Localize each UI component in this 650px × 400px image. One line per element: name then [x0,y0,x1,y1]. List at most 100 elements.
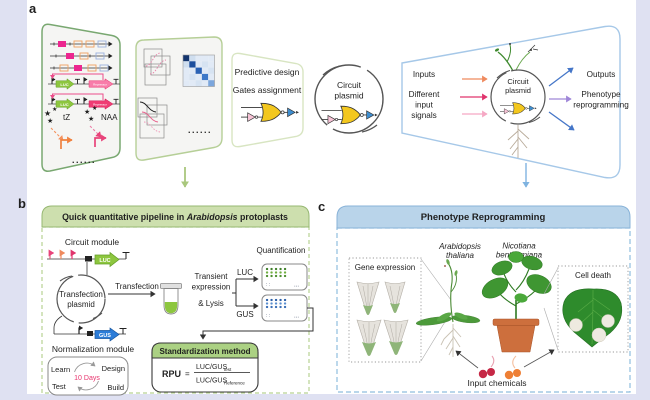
transient-expression-label: Transient [194,272,228,281]
gates-assignment-label: Gates assignment [233,85,302,95]
plasmid-overlap-arc [322,65,341,76]
lysis-label: & Lysis [198,299,224,308]
build-label: Build [107,383,124,392]
dbtl-cycle: Learn Design Test Build 10 Days [47,356,129,396]
transfection-plasmid-label: Transfection [59,290,103,299]
arabidopsis-label: Arabidopsis [438,242,481,251]
plant-roots-icon [507,125,530,158]
circuit-plasmid-label: Circuit [337,80,362,90]
different-input-signals-label: signals [411,111,437,120]
red-chemical-icon [478,355,495,379]
luc-gene-label: LUC [60,82,68,87]
characterization-panel: ...... [135,36,223,161]
nicotiana-plant-icon [481,251,552,353]
promoter-icon [51,77,56,84]
transfer-curve-plots [137,97,168,139]
outputs-label: Outputs [587,70,616,79]
cell-death-box: Cell death [557,265,629,353]
rpu-denominator-subscript: Reference [224,381,245,386]
plate-ellipsis: ... [294,283,299,289]
gus-gene-label: GUS [99,333,111,339]
panel-b: b Quick quantitative pipeline in Arabido… [18,196,314,396]
sigmoid-curve [145,52,161,67]
different-input-signals-label: Different [409,90,441,99]
plasmid-overlap-arc [92,312,103,320]
repressor-circuit-row: LUC Repressor [48,73,120,90]
induction-arrow [50,127,64,141]
promoter-icon [83,97,88,104]
naa-inducer: ★ ★ ★ NAA [84,105,118,147]
promoter-icon [83,77,88,84]
terminator-icon [113,98,119,104]
induced-promoter-icon [94,134,107,147]
plate-ellipsis: ... [294,314,299,320]
chemical-to-leaf-arrow [523,349,555,368]
plasmid-overlap-arc [361,124,378,133]
left-margin [0,0,27,400]
terminator-icon [75,98,80,104]
luc-assay-label: LUC [237,268,253,277]
circuit-plasmid: Circuit plasmid [314,64,384,134]
rpu-numerator: LUC/GUS [196,364,227,371]
repressor-gene-arrow [88,78,114,90]
transient-expression-label: expression [192,283,231,292]
panel-a-label: a [29,1,37,16]
operator-box [85,256,92,262]
input-chemicals: Input chemicals [455,349,555,388]
tube-icon [160,283,182,315]
gus-assay-label: GUS [236,310,253,319]
promoter-icon [51,97,56,104]
heatmap-icon [182,54,215,87]
panel-c-label: c [318,199,325,214]
response-curve [139,101,157,113]
transfection-plasmid-label: plasmid [67,300,95,309]
plasmid-overlap-arc [59,275,73,282]
arabidopsis-plant-icon [415,259,481,357]
zoom-wedge-lines [543,267,559,351]
standardization-method-box: Standardization method RPU = LUC/GUS tes… [151,342,259,393]
different-input-signals-label: input [415,101,433,110]
root-tip-image [383,319,409,355]
star-icon: ★ [52,106,57,113]
terminator-icon [122,252,130,259]
pot-body [496,325,536,353]
repressor-gene-arrow [88,98,114,110]
tz-inducer: ★ ★ ★ tZ [44,106,73,149]
predictive-design-label: Predictive design [235,67,300,77]
star-icon: ★ [92,105,97,112]
repression-arc [50,93,104,100]
response-curve [143,121,161,133]
parts-library-panel: LUC Repressor LUC Repressor [41,23,121,172]
gene-expression-box: Gene expression [348,257,422,363]
response-curve [141,111,159,123]
dna-construct-lines [50,41,113,71]
promoter-icon [78,325,83,334]
circuit-plasmid-label: plasmid [334,91,364,101]
root-tip-image [384,281,406,313]
circuit-module-construct: LUC [47,249,130,275]
star-icon: ★ [47,117,53,125]
orange-chemical-icon [504,355,521,380]
plant-sprout-icon [494,43,539,72]
leaf-veins [577,289,611,345]
application-funnel: Inputs Different input signals [401,25,629,179]
construct-part-boxes [58,40,109,72]
rpu-denominator: LUC/GUS [196,378,227,385]
panel-c-title: Phenotype Reprogramming [421,212,546,223]
ten-days-label: 10 Days [74,375,100,382]
phenotype-reprogramming-label: Phenotype [581,90,621,99]
terminator-icon [119,328,127,334]
promoter-icon [70,249,77,259]
cell-death-label: Cell death [575,271,611,280]
repression-arc [50,73,104,80]
right-margin [636,0,650,400]
normalization-construct: GUS [53,315,127,342]
gene-expression-label: Gene expression [355,263,415,272]
promoter-icon [48,249,55,259]
transfection-label: Transfection [115,282,159,291]
rpu-numerator-subscript: test [224,367,232,372]
plasmid-overlap-arc [528,116,541,124]
phenotype-reprogramming-label: reprogramming [573,101,629,110]
